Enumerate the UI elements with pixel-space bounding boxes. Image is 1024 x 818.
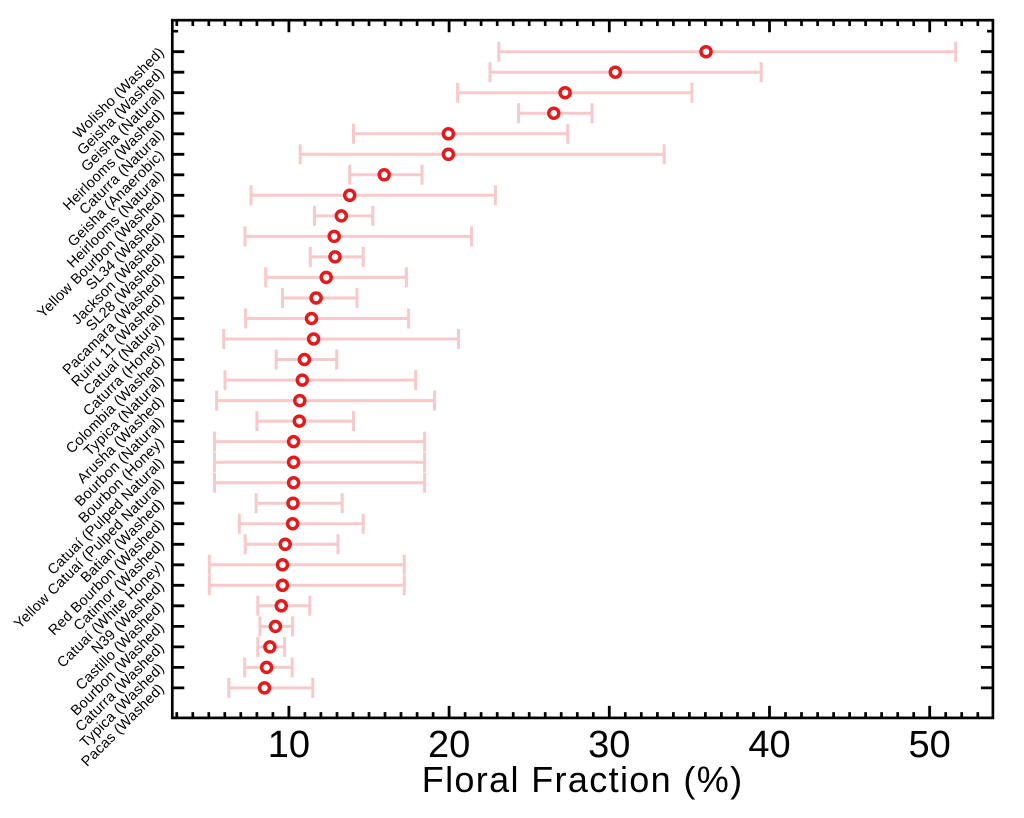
svg-text:30: 30 — [588, 724, 630, 766]
svg-text:20: 20 — [428, 724, 470, 766]
svg-text:50: 50 — [909, 724, 951, 766]
svg-text:40: 40 — [748, 724, 790, 766]
svg-text:10: 10 — [268, 724, 310, 766]
svg-text:Floral Fraction (%): Floral Fraction (%) — [422, 759, 744, 800]
